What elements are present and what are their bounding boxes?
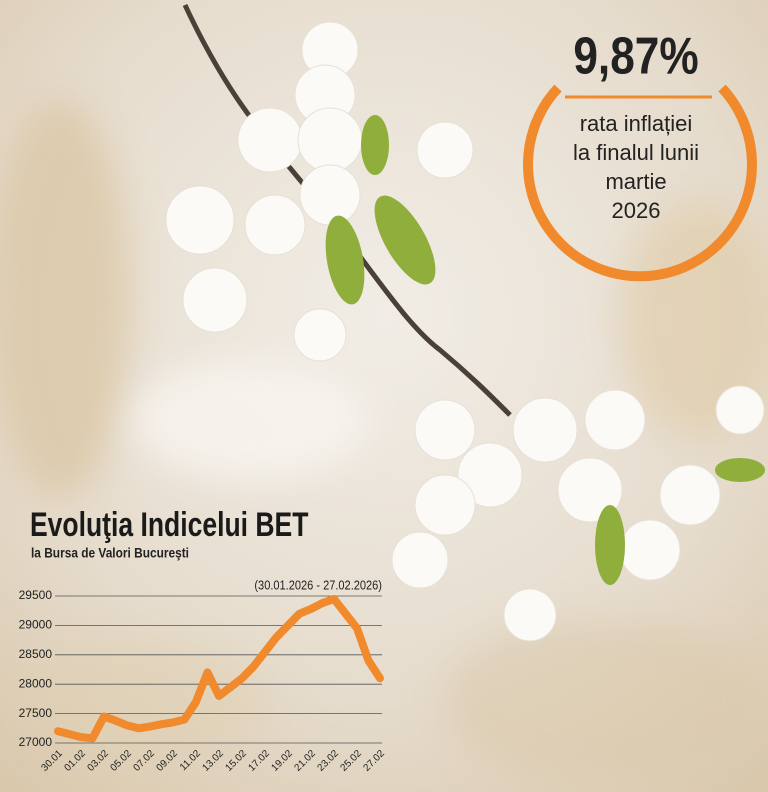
y-tick-label: 28000 xyxy=(19,676,53,690)
y-tick-label: 29500 xyxy=(19,588,53,602)
y-tick-label: 28500 xyxy=(19,647,53,661)
chart-title: Evoluţia Indicelui BET xyxy=(30,506,309,544)
date-range: (30.01.2026 - 27.02.2026) xyxy=(254,578,382,593)
callout-text: rata inflației xyxy=(580,111,693,136)
y-tick-label: 27500 xyxy=(19,706,53,720)
callout-text: 2026 xyxy=(612,198,661,223)
infographic: 9,87% rata inflației la finalul lunii mart… xyxy=(0,0,768,792)
chart-subtitle: la Bursa de Valori Bucureşti xyxy=(31,545,189,561)
y-tick-label: 29000 xyxy=(19,618,53,632)
y-tick-label: 27000 xyxy=(19,735,53,749)
callout-value: 9,87% xyxy=(573,27,698,85)
callout-text: martie xyxy=(605,169,666,194)
callout-text: la finalul lunii xyxy=(573,140,699,165)
